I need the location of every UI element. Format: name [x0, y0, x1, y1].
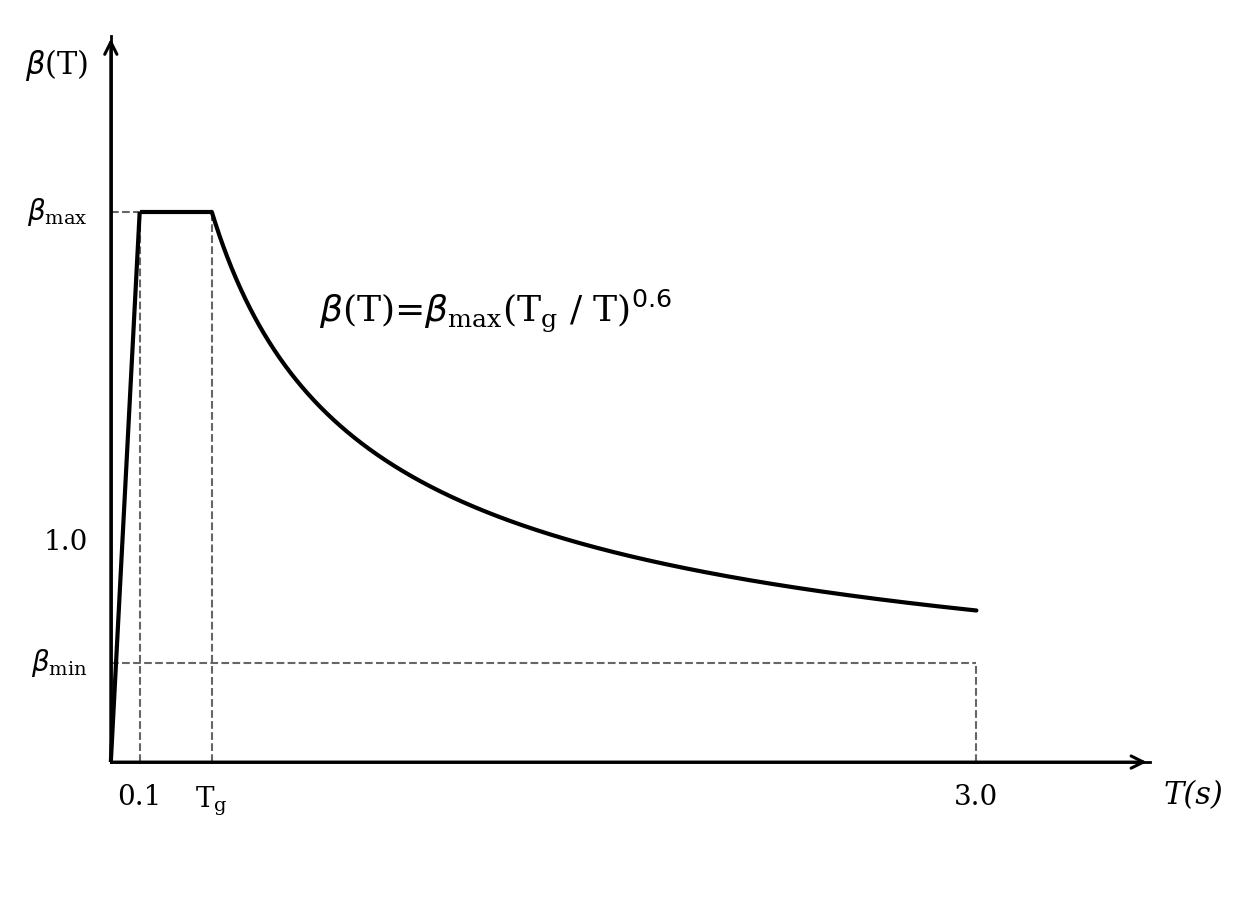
Text: $\beta_{\mathregular{min}}$: $\beta_{\mathregular{min}}$: [31, 647, 88, 679]
Text: 0.1: 0.1: [118, 784, 162, 811]
Text: 3.0: 3.0: [955, 784, 998, 811]
Text: $\beta$(T): $\beta$(T): [25, 47, 88, 83]
Text: $\beta_{\mathregular{max}}$: $\beta_{\mathregular{max}}$: [27, 196, 88, 228]
Text: T(s): T(s): [1164, 779, 1224, 811]
Text: $\beta$(T)=$\beta_{\mathregular{max}}$(T$_{\mathregular{g}}$ / T)$^{0.6}$: $\beta$(T)=$\beta_{\mathregular{max}}$(T…: [319, 288, 672, 335]
Text: 1.0: 1.0: [43, 528, 88, 555]
Text: T$_{\mathregular{g}}$: T$_{\mathregular{g}}$: [196, 784, 228, 818]
